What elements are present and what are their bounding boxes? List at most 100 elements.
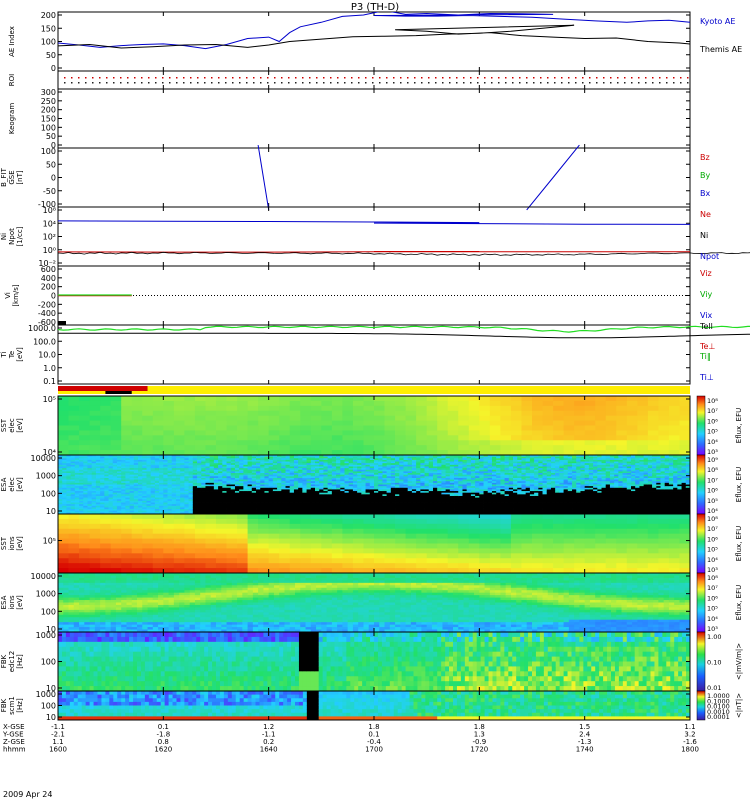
roi-dot [197, 77, 199, 79]
spectrogram-cell [437, 456, 442, 459]
spectrogram-cell [626, 425, 638, 431]
spectrogram-cell [416, 471, 421, 474]
spectrogram-cell [407, 477, 413, 480]
spectrogram-cell [251, 464, 257, 467]
spectrogram-cell [424, 456, 430, 459]
roi-dot [162, 77, 164, 79]
spectrogram-cell [268, 487, 274, 490]
spectrogram-cell [272, 479, 278, 482]
spectrogram-cell [491, 474, 497, 477]
spectrogram-cell [258, 415, 270, 421]
spectrogram-cell [256, 510, 261, 513]
spectrogram-cell [272, 497, 278, 500]
spectrogram-cell [218, 463, 223, 466]
spectrogram-cell [357, 458, 362, 461]
spectrogram-cell [374, 492, 379, 495]
spectrogram-cell [279, 420, 291, 426]
spectrogram-cell [470, 499, 476, 502]
spectrogram-cell [258, 430, 270, 436]
spectrogram-cell [256, 507, 261, 510]
spectrogram-cell [62, 463, 67, 466]
spectrogram-cell [256, 505, 261, 508]
spectrogram-cell [87, 464, 93, 467]
spectrogram-cell [420, 494, 425, 497]
spectrogram-cell [268, 461, 274, 464]
spectrogram-cell [449, 504, 455, 507]
spectrogram-cell [125, 489, 131, 492]
spectrogram-cell [479, 435, 491, 441]
spectrogram-cell [272, 481, 278, 484]
spectrogram-cell [243, 456, 248, 459]
spectrogram-cell [437, 435, 449, 441]
spectrogram-cell [281, 486, 286, 489]
spectrogram-cell [58, 468, 63, 471]
spectrogram-cell [432, 463, 438, 466]
spectrogram-cell [192, 455, 198, 458]
spectrogram-cell [386, 486, 392, 489]
spectrogram-cell [348, 466, 354, 469]
spectrogram-cell [510, 440, 522, 446]
spectrogram-cell [192, 512, 198, 515]
spectrogram-cell [361, 456, 366, 459]
spectrogram-cell [152, 430, 164, 436]
spectrogram-cell [521, 440, 533, 446]
spectrogram-cell [553, 410, 564, 417]
spectrogram-cell [104, 491, 109, 494]
legend-entry: Bz [700, 153, 710, 162]
spectrogram-cell [74, 497, 80, 500]
spectrogram-cell [239, 495, 244, 499]
spectrogram-cell [192, 471, 198, 474]
spectrogram-cell [616, 435, 628, 441]
spectrogram-cell [319, 497, 324, 500]
spectrogram-cell [306, 507, 312, 510]
spectrogram-cell [112, 491, 118, 494]
spectrogram-cell [510, 435, 522, 441]
spectrogram-cell [256, 482, 261, 485]
spectrogram-cell [251, 507, 257, 510]
roi-dot [148, 77, 150, 79]
spectrogram-cell [595, 410, 607, 417]
spectrogram-cell [205, 512, 211, 515]
spectrogram-cell [95, 461, 101, 464]
roi-dot [134, 77, 136, 79]
spectrogram-cell [298, 479, 303, 482]
spectrogram-cell [668, 410, 680, 417]
spectrogram-cell [285, 471, 291, 474]
spectrogram-cell [470, 469, 476, 472]
spectrogram-cell [336, 495, 341, 499]
spectrogram-cell [89, 450, 101, 456]
spectrogram-cell [260, 466, 265, 469]
spectrogram-cell [323, 504, 329, 507]
spectrogram-cell [637, 425, 649, 431]
spectrogram-cell [243, 464, 248, 467]
ni-line [57, 251, 750, 256]
spectrogram-cell [466, 486, 472, 489]
spectrogram-cell [209, 458, 215, 461]
legend-entry: Te⊥ [699, 342, 715, 351]
spectrogram-cell [95, 510, 101, 513]
spectrogram-cell [58, 400, 69, 407]
spectrogram-cell [357, 468, 362, 471]
spectrogram-cell [470, 479, 476, 482]
spectrogram-cell [175, 481, 181, 484]
spectrogram-cell [491, 469, 497, 472]
spectrogram-cell [454, 477, 459, 480]
spectrogram-cell [218, 492, 223, 495]
spectrogram-cell [483, 455, 489, 458]
spectrogram-cell [489, 405, 501, 412]
spectrogram-cell [218, 484, 223, 487]
spectrogram-cell [129, 510, 135, 513]
spectrogram-cell [487, 482, 493, 485]
spectrogram-cell [424, 502, 430, 505]
spectrogram-cell [197, 510, 202, 513]
spectrogram-cell [336, 502, 341, 505]
spectrogram-cell [70, 494, 76, 497]
spectrogram-cell [361, 499, 366, 502]
spectrogram-cell [437, 455, 442, 458]
spectrogram-cell [437, 463, 442, 466]
spectrogram-cell [563, 450, 575, 456]
spectrogram-cell [352, 504, 358, 507]
spectrogram-cell [369, 479, 375, 482]
spectrogram-cell [247, 509, 253, 512]
spectrogram-cell [378, 458, 383, 461]
